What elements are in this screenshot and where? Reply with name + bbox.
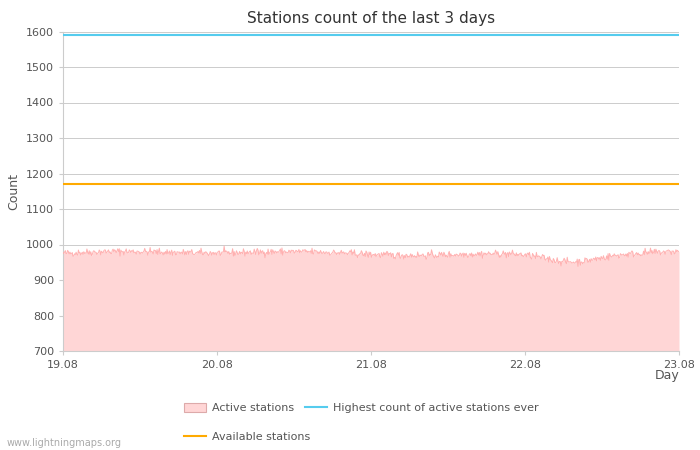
Legend: Available stations: Available stations	[179, 427, 314, 446]
Text: www.lightningmaps.org: www.lightningmaps.org	[7, 438, 122, 448]
Text: Day: Day	[654, 369, 679, 382]
Y-axis label: Count: Count	[7, 173, 20, 210]
Title: Stations count of the last 3 days: Stations count of the last 3 days	[247, 11, 495, 26]
